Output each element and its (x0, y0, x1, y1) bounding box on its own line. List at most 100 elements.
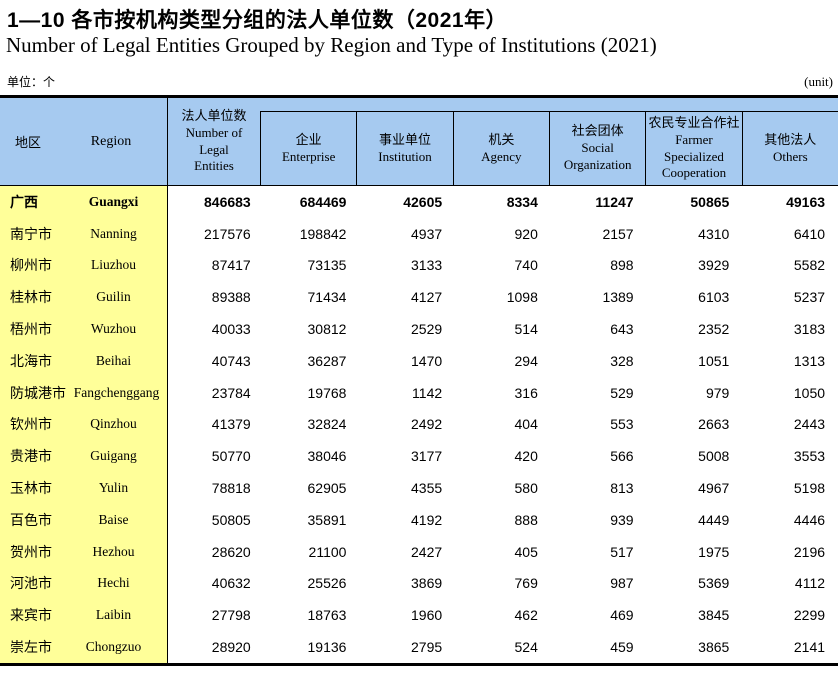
region-cell: 河池市 Hechi (0, 567, 168, 600)
value-cell-others: 3183 (793, 321, 826, 338)
value-cell-farmer-cooperation: 979 (705, 384, 730, 401)
region-header-cn: 地区 (15, 135, 42, 150)
region-cell: 防城港市 Fangchenggang (0, 376, 168, 409)
value-cell-agency: 404 (514, 416, 538, 433)
value-cell-farmer-cooperation: 1051 (698, 352, 730, 369)
page-title-en: Number of Legal Entities Grouped by Regi… (6, 33, 657, 57)
col-label-cn: 其他法人 (764, 131, 817, 147)
value-cell-farmer-cooperation: 3929 (698, 257, 730, 274)
region-name-cn: 梧州市 (10, 321, 52, 338)
value-cell-social-organization: 11247 (595, 193, 634, 210)
value-cell-enterprise: 38046 (307, 448, 347, 465)
total-header-en: Number of Legal Entities (185, 124, 243, 174)
region-cell: 北海市 Beihai (0, 344, 168, 377)
page-title-cn: 1—10 各市按机构类型分组的法人单位数（2021年） (7, 9, 508, 32)
col-label-en: Agency (481, 148, 522, 164)
value-cell-enterprise: 30812 (307, 321, 347, 338)
value-cell-institution: 4127 (411, 289, 443, 306)
value-cell-others: 6410 (793, 225, 826, 242)
header-cell-total: 法人单位数 Number of Legal Entities (168, 98, 260, 185)
value-cell-social-organization: 987 (610, 575, 634, 592)
value-cell-enterprise: 684469 (299, 193, 347, 210)
value-cell-social-organization: 517 (610, 543, 634, 560)
value-cell-enterprise: 21100 (308, 543, 347, 560)
value-cell-social-organization: 553 (610, 416, 634, 433)
region-cell: 崇左市 Chongzuo (0, 631, 168, 663)
value-cell-agency: 8334 (506, 193, 538, 210)
region-cell: 广西 Guangxi (0, 186, 168, 218)
value-cell-institution: 1470 (411, 352, 443, 369)
value-cell-social-organization: 939 (610, 511, 634, 528)
value-cell-farmer-cooperation: 2663 (698, 416, 730, 433)
table-row: 柳州市 Liuzhou 87417 73135 3133 740 898 392… (0, 249, 838, 282)
unit-label-en: (unit) (804, 74, 833, 89)
value-cell-institution: 1960 (411, 607, 443, 624)
value-cell-agency: 294 (514, 352, 538, 369)
col-label-en: Farmer Specialized Cooperation (661, 131, 727, 181)
col-label-en: Others (772, 148, 808, 164)
table-row: 桂林市 Guilin 89388 71434 4127 1098 1389 61… (0, 281, 838, 314)
value-cell-others: 2196 (793, 543, 826, 560)
region-cell: 贺州市 Hezhou (0, 535, 168, 568)
value-cell-farmer-cooperation: 50865 (690, 193, 730, 210)
region-name-cn: 钦州市 (10, 416, 52, 433)
value-cell-total: 40632 (211, 575, 251, 592)
value-cell-others: 1050 (793, 384, 826, 401)
header-cell-agency: 机关 Agency (452, 112, 549, 185)
value-cell-farmer-cooperation: 4310 (698, 225, 730, 242)
region-name-cn: 南宁市 (10, 225, 52, 242)
table-row: 贺州市 Hezhou 28620 21100 2427 405 517 1975… (0, 535, 838, 568)
value-cell-farmer-cooperation: 4449 (698, 511, 730, 528)
value-cell-enterprise: 198842 (299, 225, 347, 242)
region-name-cn: 桂林市 (10, 289, 52, 306)
value-cell-others: 4112 (794, 575, 826, 592)
value-cell-agency: 769 (514, 575, 538, 592)
value-cell-institution: 4355 (411, 480, 443, 497)
value-cell-agency: 888 (514, 511, 538, 528)
region-name-cn: 贵港市 (10, 448, 52, 465)
value-cell-others: 1313 (793, 352, 826, 369)
region-name-cn: 崇左市 (10, 639, 52, 656)
table-header: 地区 Region 法人单位数 Number of Legal Entities… (0, 98, 838, 186)
value-cell-enterprise: 19136 (307, 639, 347, 656)
table-row: 百色市 Baise 50805 35891 4192 888 939 4449 … (0, 503, 838, 536)
value-cell-social-organization: 2157 (602, 225, 634, 242)
table-row: 梧州市 Wuzhou 40033 30812 2529 514 643 2352… (0, 313, 838, 345)
value-cell-agency: 920 (514, 225, 538, 242)
unit-label-cn: 单位：个 (7, 75, 56, 89)
region-name-cn: 玉林市 (10, 480, 52, 497)
value-cell-institution: 2492 (411, 416, 443, 433)
region-name-en: Guangxi (88, 193, 139, 209)
value-cell-enterprise: 71434 (307, 289, 347, 306)
region-name-en: Qinzhou (90, 416, 137, 432)
value-cell-others: 5237 (793, 289, 826, 306)
value-cell-others: 49163 (786, 193, 826, 210)
col-label-cn: 农民专业合作社 (648, 114, 740, 130)
unit-row: 单位：个 (unit) (7, 73, 833, 90)
region-name-en: Wuzhou (90, 321, 137, 337)
value-cell-institution: 2529 (411, 321, 443, 338)
region-cell: 钦州市 Qinzhou (0, 408, 168, 441)
value-cell-farmer-cooperation: 5008 (698, 448, 730, 465)
value-cell-institution: 1142 (412, 384, 443, 401)
table-row: 贵港市 Guigang 50770 38046 3177 420 566 500… (0, 440, 838, 473)
value-cell-enterprise: 62905 (307, 480, 347, 497)
region-name-en: Nanning (90, 225, 137, 241)
region-name-en: Fangchenggang (73, 384, 160, 400)
value-cell-institution: 4937 (411, 225, 443, 242)
header-cell-social-organization: 社会团体 Social Organization (548, 112, 645, 185)
region-cell: 来宾市 Laibin (0, 599, 168, 632)
region-cell: 南宁市 Nanning (0, 217, 168, 250)
value-cell-total: 40743 (211, 352, 251, 369)
value-cell-agency: 740 (514, 257, 538, 274)
table-row: 防城港市 Fangchenggang 23784 19768 1142 316 … (0, 376, 838, 409)
region-name-cn: 百色市 (10, 511, 52, 528)
region-cell: 柳州市 Liuzhou (0, 249, 168, 282)
region-name-en: Yulin (98, 480, 129, 496)
value-cell-institution: 4192 (411, 511, 443, 528)
value-cell-agency: 316 (514, 384, 538, 401)
value-cell-social-organization: 1389 (602, 289, 634, 306)
value-cell-others: 2443 (793, 416, 826, 433)
value-cell-total: 217576 (204, 225, 251, 242)
